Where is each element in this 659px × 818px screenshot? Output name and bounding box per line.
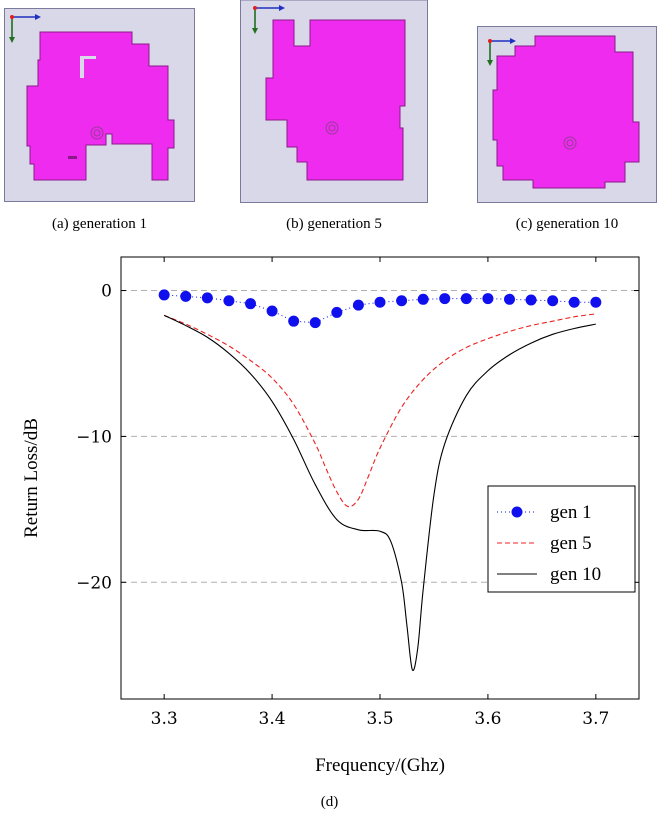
antenna-gen5-image [240, 0, 428, 203]
y-tick-label: −10 [76, 427, 112, 447]
legend-label-gen-10: gen 10 [550, 564, 601, 585]
x-tick-label: 3.5 [366, 709, 393, 729]
antenna-panel-gen1 [4, 8, 195, 202]
series-gen-1-point [460, 293, 472, 305]
series-gen-1-point [396, 295, 408, 307]
series-gen-1-point [266, 305, 278, 317]
x-axis-title: Frequency/(Ghz) [315, 755, 445, 776]
series-gen-1-point [245, 298, 256, 310]
antenna-gen1-image [4, 8, 195, 202]
origin-gen1 [10, 15, 14, 19]
series-gen-1-point [223, 295, 235, 307]
series-gen-1-point [504, 293, 515, 305]
x-tick-label: 3.6 [474, 709, 501, 729]
series-gen-1-point [590, 296, 602, 308]
patch-gen5 [265, 19, 406, 181]
y-tick-label: 0 [101, 282, 112, 302]
caption-gen10: (c) generation 10 [515, 216, 619, 232]
patch-gen1 [26, 31, 175, 181]
series-layer [158, 289, 602, 672]
feed-gen10 [563, 136, 577, 150]
return-loss-chart: 0 −10 −20 3.3 3.4 3.5 3.6 3.7 Frequency/(Ghz) R… [21, 256, 640, 776]
series-gen-1-point [288, 315, 300, 327]
antenna-panel-gen5 [240, 0, 428, 203]
series-gen-1-point [374, 296, 386, 308]
series-gen-5-line [163, 313, 596, 508]
y-tick-label: −20 [76, 573, 112, 593]
x-tick-label: 3.3 [151, 709, 178, 729]
slot-gen1-a [80, 56, 84, 78]
series-gen-1-point [482, 293, 494, 305]
caption-gen1: (a) generation 1 [52, 216, 147, 232]
series-gen-1-point [158, 289, 170, 301]
x-tick-label: 3.7 [582, 709, 609, 729]
ticks: 0 −10 −20 3.3 3.4 3.5 3.6 3.7 [76, 257, 639, 729]
plot-frame [120, 256, 640, 700]
series-gen-1-point [201, 292, 213, 304]
series-gen-1-point [309, 317, 321, 329]
antenna-panel-gen10 [477, 26, 657, 203]
legend-label-gen-5: gen 5 [550, 533, 592, 554]
y-axis-title: Return Loss/dB [21, 418, 42, 538]
legend-marker-gen-1 [511, 506, 523, 518]
x-tick-label: 3.4 [259, 709, 286, 729]
series-gen-1-point [568, 296, 580, 308]
series-gen-1-point [352, 299, 364, 311]
patch-gen10 [492, 35, 640, 189]
antenna-gen10-image [477, 26, 657, 203]
series-gen-1-point [331, 306, 343, 318]
origin-gen5 [253, 6, 257, 10]
chart-caption: (d) [320, 794, 339, 810]
legend: gen 1 gen 5 gen 10 [487, 485, 636, 593]
series-gen-10-line [163, 314, 596, 672]
origin-gen10 [488, 39, 492, 43]
series-gen-1-point [525, 294, 537, 306]
series-gen-1-line [164, 294, 596, 324]
series-gen-1-point [417, 293, 429, 305]
feed-gen5 [325, 121, 339, 135]
series-gen-1-point [180, 290, 192, 302]
series-gen-1-point [547, 295, 559, 307]
slot-gen1-b [84, 56, 96, 59]
series-gen-1-point [439, 293, 451, 305]
caption-gen5: (b) generation 5 [286, 216, 382, 232]
legend-label-gen-1: gen 1 [550, 502, 592, 523]
slot-gen1-c [68, 156, 77, 159]
feed-gen1 [90, 126, 104, 140]
